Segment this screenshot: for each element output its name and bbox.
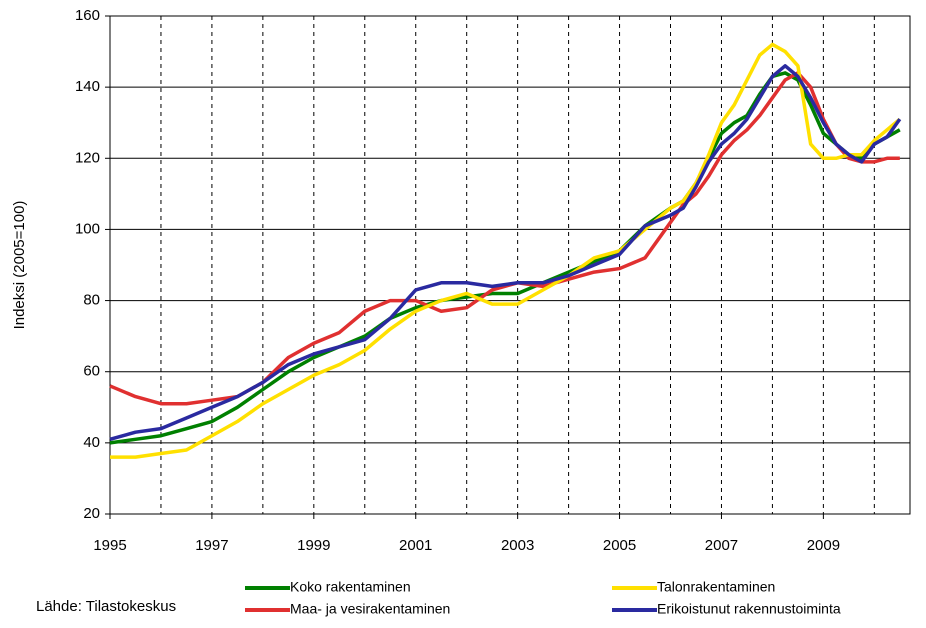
legend-label: Maa- ja vesirakentaminen <box>290 601 450 617</box>
y-tick-label: 60 <box>83 363 100 380</box>
legend-item: Maa- ja vesirakentaminen <box>245 601 450 617</box>
legend-label: Talonrakentaminen <box>657 579 775 595</box>
series-line <box>109 71 901 445</box>
x-tick-label: 2003 <box>501 537 534 554</box>
y-tick-label: 80 <box>83 292 100 309</box>
legend-item: Koko rakentaminen <box>245 579 411 595</box>
y-tick-label: 100 <box>75 220 100 237</box>
y-axis-label: Indeksi (2005=100) <box>11 201 28 330</box>
y-tick-label: 160 <box>75 7 100 24</box>
x-tick-label: 2009 <box>807 537 840 554</box>
legend-item: Talonrakentaminen <box>612 579 775 595</box>
y-tick-label: 120 <box>75 149 100 166</box>
y-tick-label: 40 <box>83 434 100 451</box>
x-tick-label: 1999 <box>297 537 330 554</box>
x-tick-label: 2005 <box>603 537 636 554</box>
y-tick-label: 20 <box>83 505 100 522</box>
series-line <box>109 64 902 441</box>
x-tick-label: 2007 <box>705 537 738 554</box>
source: Lähde: Tilastokeskus <box>36 598 176 615</box>
y-tick-label: 140 <box>75 78 100 95</box>
plot-frame <box>109 15 911 515</box>
series-line <box>110 42 901 459</box>
legend-item: Erikoistunut rakennustoiminta <box>612 601 841 617</box>
x-tick-label: 1995 <box>93 537 126 554</box>
x-tick-label: 1997 <box>195 537 228 554</box>
x-tick-label: 2001 <box>399 537 432 554</box>
legend-label: Erikoistunut rakennustoiminta <box>657 601 841 617</box>
legend-label: Koko rakentaminen <box>290 579 411 595</box>
series-line <box>109 71 900 406</box>
